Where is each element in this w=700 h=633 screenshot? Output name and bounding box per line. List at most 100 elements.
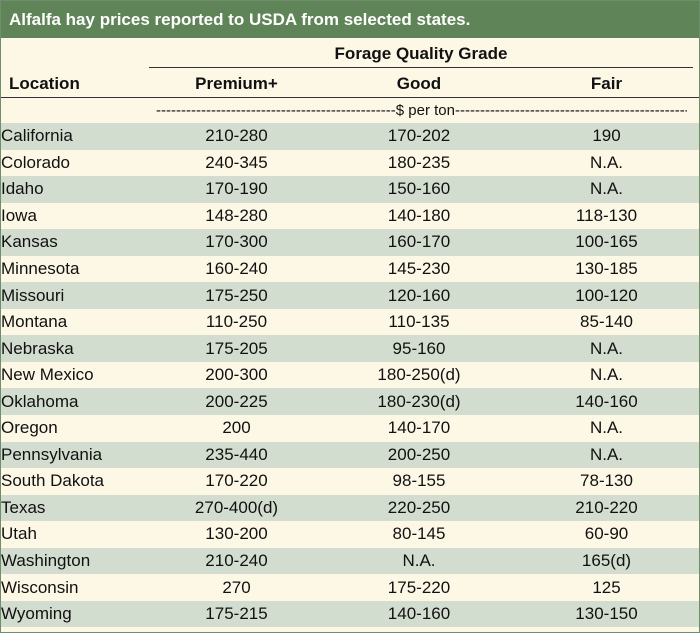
fair-cell: 78-130: [514, 468, 699, 495]
good-cell: 80-145: [324, 521, 514, 548]
location-cell: Iowa: [1, 202, 149, 230]
location-cell: Missouri: [1, 282, 149, 309]
premium-cell: 175-205: [149, 335, 324, 362]
table-row: Utah 130-200 80-145 60-90: [1, 521, 699, 548]
good-cell: 140-170: [324, 415, 514, 442]
location-column-header: Location: [9, 74, 80, 93]
good-cell: 175-220: [324, 574, 514, 601]
location-cell: Colorado: [1, 149, 149, 177]
table-row: Wisconsin 270 175-220 125: [1, 574, 699, 601]
location-cell: Pennsylvania: [1, 441, 149, 469]
fair-cell: N.A.: [514, 335, 699, 362]
premium-cell: 130-200: [149, 521, 324, 548]
table-row: Pennsylvania 235-440 200-250 N.A.: [1, 441, 699, 469]
good-cell: 180-230(d): [324, 388, 514, 416]
premium-cell: 270-400(d): [149, 494, 324, 522]
fair-cell: N.A.: [514, 415, 699, 442]
premium-cell: 270: [149, 574, 324, 601]
premium-cell: 170-190: [149, 176, 324, 203]
premium-cell: 170-300: [149, 229, 324, 256]
good-cell: 170-202: [324, 123, 514, 150]
table-row: Oregon 200 140-170 N.A.: [1, 415, 699, 442]
good-cell: 120-160: [324, 282, 514, 309]
fair-cell: 85-140: [514, 308, 699, 336]
fair-cell: N.A.: [514, 441, 699, 469]
fair-cell: 210-220: [514, 494, 699, 522]
fair-cell: N.A.: [514, 149, 699, 177]
fair-cell: 125: [514, 574, 699, 601]
price-table-body: California 210-280 170-202 190 Colorado 240-3…: [1, 123, 699, 628]
table-row: Nebraska 175-205 95-160 N.A.: [1, 335, 699, 362]
location-cell: Washington: [1, 547, 149, 575]
table-row: Oklahoma 200-225 180-230(d) 140-160: [1, 388, 699, 416]
unit-label: ----------------------------------------…: [156, 102, 687, 119]
table-row: Colorado 240-345 180-235 N.A.: [1, 149, 699, 177]
fair-cell: 100-120: [514, 282, 699, 309]
location-cell: Texas: [1, 494, 149, 522]
table-row: Idaho 170-190 150-160 N.A.: [1, 176, 699, 203]
premium-cell: 200-300: [149, 361, 324, 389]
location-cell: Nebraska: [1, 335, 149, 362]
fair-cell: 130-150: [514, 600, 699, 628]
table-row: South Dakota 170-220 98-155 78-130: [1, 468, 699, 495]
good-cell: 110-135: [324, 308, 514, 336]
good-cell: 150-160: [324, 176, 514, 203]
premium-cell: 110-250: [149, 308, 324, 336]
good-cell: 180-235: [324, 149, 514, 177]
fair-cell: N.A.: [514, 361, 699, 389]
location-cell: New Mexico: [1, 361, 149, 389]
fair-cell: 165(d): [514, 547, 699, 575]
fair-cell: 118-130: [514, 202, 699, 230]
premium-column-header: Premium+: [195, 74, 278, 93]
price-table: California 210-280 170-202 190 Colorado 240-3…: [1, 123, 699, 628]
location-cell: California: [1, 123, 149, 150]
good-cell: 145-230: [324, 255, 514, 283]
location-cell: Wyoming: [1, 600, 149, 628]
location-cell: Minnesota: [1, 255, 149, 283]
table-row: Minnesota 160-240 145-230 130-185: [1, 255, 699, 283]
good-cell: 140-160: [324, 600, 514, 628]
location-cell: Oregon: [1, 415, 149, 442]
table-row: Wyoming 175-215 140-160 130-150: [1, 600, 699, 628]
premium-cell: 200: [149, 415, 324, 442]
location-cell: Wisconsin: [1, 574, 149, 601]
good-cell: 140-180: [324, 202, 514, 230]
good-cell: N.A.: [324, 547, 514, 575]
header-divider: [1, 97, 699, 98]
good-cell: 95-160: [324, 335, 514, 362]
table-row: Montana 110-250 110-135 85-140: [1, 308, 699, 336]
good-cell: 98-155: [324, 468, 514, 495]
table-row: California 210-280 170-202 190: [1, 123, 699, 150]
good-cell: 180-250(d): [324, 361, 514, 389]
table-row: Washington 210-240 N.A. 165(d): [1, 547, 699, 575]
premium-cell: 175-250: [149, 282, 324, 309]
premium-cell: 240-345: [149, 149, 324, 177]
fair-cell: 100-165: [514, 229, 699, 256]
table-row: Kansas 170-300 160-170 100-165: [1, 229, 699, 256]
fair-cell: 140-160: [514, 388, 699, 416]
location-cell: Kansas: [1, 229, 149, 256]
table-title: Alfalfa hay prices reported to USDA from…: [1, 1, 699, 38]
fair-cell: 60-90: [514, 521, 699, 548]
table-row: Iowa 148-280 140-180 118-130: [1, 202, 699, 230]
premium-cell: 160-240: [149, 255, 324, 283]
fair-cell: 190: [514, 123, 699, 150]
premium-cell: 210-240: [149, 547, 324, 575]
location-cell: Utah: [1, 521, 149, 548]
good-cell: 220-250: [324, 494, 514, 522]
table-row: Missouri 175-250 120-160 100-120: [1, 282, 699, 309]
fair-column-header: Fair: [590, 74, 623, 93]
good-cell: 160-170: [324, 229, 514, 256]
forage-quality-grade-header: Forage Quality Grade: [149, 44, 693, 68]
premium-cell: 175-215: [149, 600, 324, 628]
location-cell: Oklahoma: [1, 388, 149, 416]
good-cell: 200-250: [324, 441, 514, 469]
fair-cell: 130-185: [514, 255, 699, 283]
fair-cell: N.A.: [514, 176, 699, 203]
premium-cell: 210-280: [149, 123, 324, 150]
location-cell: Montana: [1, 308, 149, 336]
table-row: Texas 270-400(d) 220-250 210-220: [1, 494, 699, 522]
table-row: New Mexico 200-300 180-250(d) N.A.: [1, 361, 699, 389]
location-cell: Idaho: [1, 176, 149, 203]
